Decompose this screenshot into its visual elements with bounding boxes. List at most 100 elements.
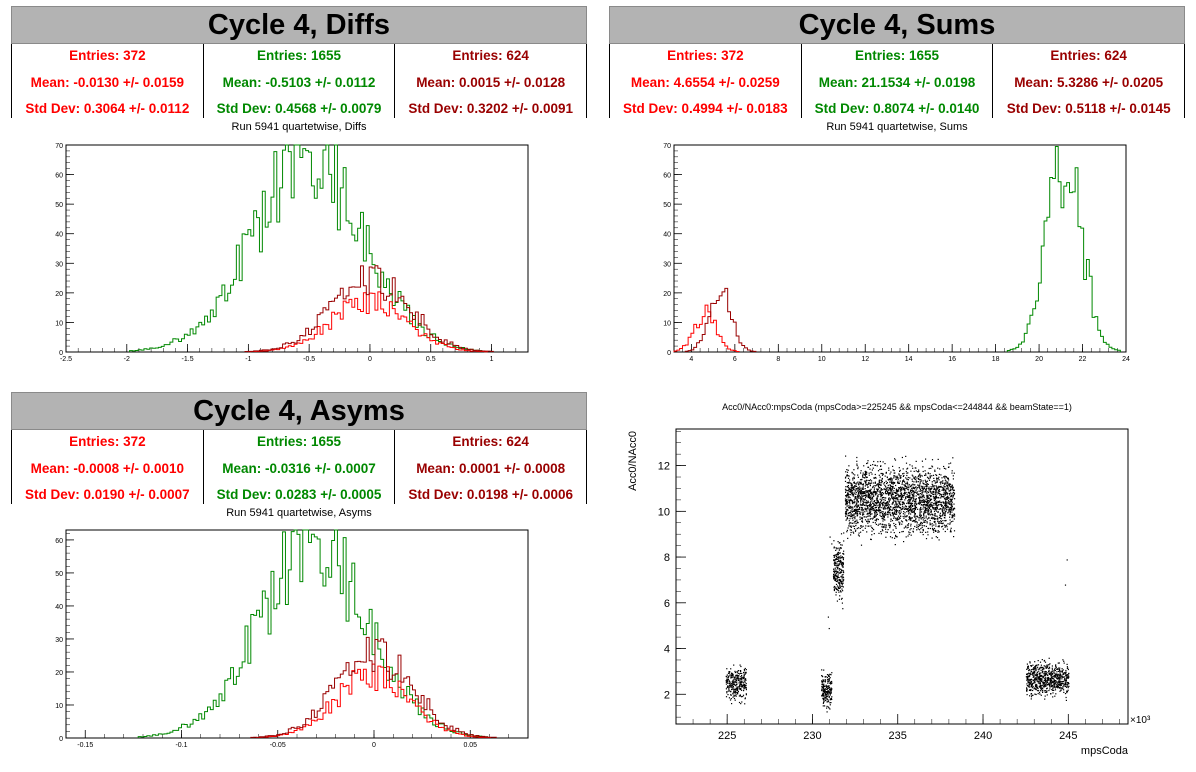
scatter-point <box>886 501 888 503</box>
scatter-point <box>928 489 930 491</box>
scatter-point <box>848 481 850 483</box>
scatter-point <box>899 531 901 534</box>
scatter-point <box>850 491 852 493</box>
scatter-point <box>885 471 887 473</box>
scatter-point <box>864 485 866 487</box>
scatter-point <box>845 515 847 517</box>
scatter-point <box>845 500 847 502</box>
scatter-point <box>935 510 938 512</box>
scatter-point <box>915 495 917 497</box>
scatter-point <box>937 517 939 519</box>
scatter-point <box>928 511 930 513</box>
scatter-point <box>870 525 872 527</box>
scatter-point <box>856 505 858 507</box>
scatter-point <box>853 515 855 517</box>
asyms-ytick-label: 50 <box>55 571 63 578</box>
scatter-point <box>844 498 847 500</box>
scatter-point <box>836 565 838 567</box>
scatter-point <box>844 512 847 515</box>
scatter-point <box>896 517 898 519</box>
scatter-point <box>873 489 875 491</box>
scatter-point <box>822 684 824 686</box>
scatter-point <box>919 490 922 492</box>
scatter-point <box>882 517 884 519</box>
scatter-point <box>936 504 938 506</box>
scatter-point <box>741 685 743 687</box>
scatter-point <box>738 682 740 684</box>
scatter-point <box>932 527 934 529</box>
scatter-point <box>866 505 868 507</box>
scatter-point <box>1032 686 1034 688</box>
scatter-point <box>839 585 841 587</box>
scatter-point <box>886 482 888 485</box>
scatter-point <box>858 504 860 506</box>
scatter-point <box>877 494 879 496</box>
scatter-point <box>733 664 735 666</box>
scatter-point <box>916 515 918 517</box>
scatter-point <box>1066 666 1068 668</box>
scatter-point <box>1043 673 1045 675</box>
scatter-point <box>915 486 917 488</box>
scatter-point <box>894 476 896 478</box>
scatter-point <box>1037 690 1039 692</box>
scatter-point <box>739 680 741 682</box>
scatter-point <box>730 698 732 700</box>
scatter-point <box>945 524 948 526</box>
scatter-point <box>1038 691 1041 694</box>
scatter-point <box>883 483 885 485</box>
scatter-point <box>1040 694 1042 696</box>
scatter-point <box>919 502 921 504</box>
scatter-point <box>892 487 894 489</box>
scatter-point <box>953 536 955 538</box>
scatter-point <box>827 701 829 703</box>
scatter-point <box>1054 676 1056 678</box>
scatter-point <box>822 697 824 699</box>
scatter-point <box>929 473 931 475</box>
scatter-point <box>865 500 868 502</box>
scatter-point <box>866 505 868 508</box>
scatter-point <box>1044 678 1046 681</box>
scatter-point <box>848 488 850 490</box>
scatter-point <box>937 511 939 513</box>
scatter-point <box>938 486 940 489</box>
scatter-point <box>1026 694 1028 696</box>
scatter-point <box>915 478 917 480</box>
diffs-red-std: Std Dev: 0.3064 +/- 0.0112 <box>25 101 190 116</box>
scatter-point <box>875 503 877 505</box>
scatter-point <box>947 477 949 479</box>
scatter-point <box>877 490 879 493</box>
scatter-point <box>876 489 878 491</box>
scatter-point <box>934 470 936 472</box>
scatter-point <box>743 676 745 678</box>
scatter-point <box>1059 684 1062 686</box>
scatter-point <box>888 525 890 527</box>
scatter-point <box>894 504 896 506</box>
scatter-point <box>875 520 877 522</box>
scatter-point <box>896 507 898 509</box>
scatter-point <box>745 671 747 673</box>
scatter-point <box>943 467 945 469</box>
scatter-point <box>944 489 946 491</box>
scatter-point <box>910 528 912 530</box>
diffs-ytick-label: 40 <box>55 232 63 239</box>
scatter-point <box>890 520 892 522</box>
scatter-point <box>887 507 889 509</box>
scatter-point <box>878 508 880 510</box>
scatter-point <box>881 517 883 520</box>
scatter-point <box>944 494 946 496</box>
scatter-point <box>885 525 887 527</box>
scatter-point <box>824 689 826 691</box>
scatter-point <box>933 521 936 523</box>
asyms-ytick-label: 10 <box>55 703 63 710</box>
scatter-point <box>942 513 944 515</box>
scatter-point <box>1033 682 1035 684</box>
scatter-point <box>906 493 908 495</box>
scatter-point <box>1045 666 1047 668</box>
scatter-point <box>946 528 949 530</box>
scatter-point <box>952 509 954 511</box>
scatter-point <box>904 485 907 488</box>
scatter-point <box>868 482 870 484</box>
scatter-point <box>919 512 921 514</box>
scatter-point <box>1063 662 1065 664</box>
